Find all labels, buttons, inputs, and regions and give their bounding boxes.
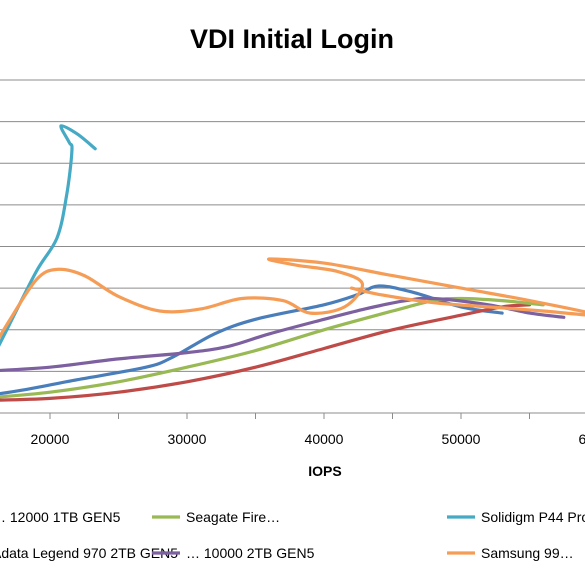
series-line-0 bbox=[0, 284, 504, 396]
legend-label-4: Solidigm P44 Pro 2TB bbox=[481, 509, 585, 525]
x-tick-label: 20000 bbox=[31, 431, 70, 447]
grid-lines bbox=[0, 79, 585, 372]
legend-label-0: … 12000 1TB GEN5 bbox=[0, 509, 121, 525]
series-line-3 bbox=[0, 296, 566, 373]
legend-label-5: Samsung 99… bbox=[481, 545, 574, 561]
series-line-1 bbox=[0, 303, 532, 402]
x-tick-label: 30000 bbox=[168, 431, 207, 447]
x-tick-labels: 20000 30000 40000 50000 60000 bbox=[31, 431, 585, 447]
legend: … 12000 1TB GEN5 Adata Legend 970 2TB GEN… bbox=[0, 509, 585, 561]
x-tick-label: 60000 bbox=[579, 431, 585, 447]
x-axis bbox=[0, 412, 585, 419]
x-tick-label: 40000 bbox=[305, 431, 344, 447]
series-lines bbox=[0, 124, 585, 402]
series-line-2 bbox=[0, 296, 545, 399]
legend-label-3: … 10000 2TB GEN5 bbox=[186, 545, 315, 561]
x-axis-label: IOPS bbox=[308, 463, 341, 479]
x-tick-label: 50000 bbox=[442, 431, 481, 447]
legend-label-2: Seagate Fire… bbox=[186, 509, 280, 525]
chart-title: VDI Initial Login bbox=[190, 24, 394, 54]
series-line-5 bbox=[0, 257, 585, 340]
legend-label-1: Adata Legend 970 2TB GEN5 bbox=[0, 545, 178, 561]
